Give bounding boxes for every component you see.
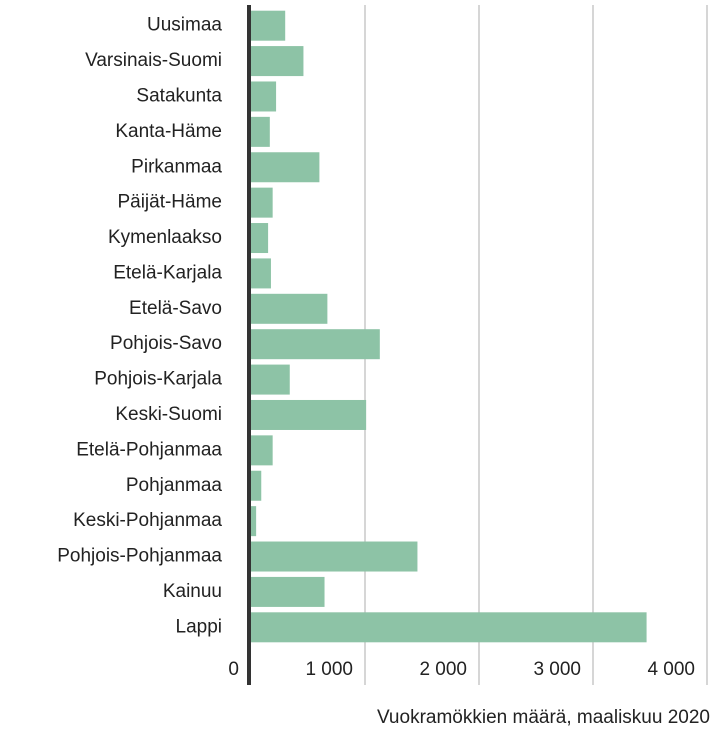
- y-tick-label: Keski-Pohjanmaa: [73, 510, 222, 531]
- y-tick-label: Etelä-Pohjanmaa: [76, 439, 222, 460]
- bar: [251, 116, 270, 147]
- bar: [251, 399, 367, 430]
- x-tick-label: 3 000: [533, 659, 581, 680]
- x-tick-label: 2 000: [419, 659, 467, 680]
- bar: [251, 258, 271, 289]
- y-tick-label: Etelä-Karjala: [113, 262, 222, 283]
- bar: [251, 81, 277, 112]
- x-tick-label: 4 000: [647, 659, 695, 680]
- y-tick-label: Kymenlaakso: [108, 227, 222, 248]
- bar: [251, 541, 418, 572]
- bar: [251, 223, 269, 254]
- y-tick-label: Pohjanmaa: [126, 475, 223, 496]
- y-tick-label: Pohjois-Savo: [110, 333, 222, 354]
- y-tick-label: Etelä-Savo: [129, 298, 222, 319]
- x-tick-label: 0: [228, 659, 239, 680]
- y-tick-label: Pohjois-Pohjanmaa: [57, 546, 222, 567]
- y-tick-label: Satakunta: [136, 85, 222, 106]
- x-axis-label: Vuokramökkien määrä, maaliskuu 2020: [377, 707, 710, 728]
- bar: [251, 612, 647, 643]
- bar: [251, 576, 325, 607]
- y-tick-label: Päijät-Häme: [117, 192, 222, 213]
- bar: [251, 364, 290, 395]
- y-tick-label: Lappi: [176, 616, 223, 637]
- y-tick-label: Uusimaa: [147, 15, 222, 36]
- bar: [251, 435, 273, 466]
- y-tick-label: Kainuu: [163, 581, 222, 602]
- y-tick-label: Varsinais-Suomi: [85, 50, 222, 71]
- bar: [251, 293, 328, 324]
- bar: [251, 10, 286, 41]
- y-tick-label: Pohjois-Karjala: [94, 369, 222, 390]
- y-tick-label: Kanta-Häme: [115, 121, 222, 142]
- bar: [251, 329, 380, 360]
- bar: [251, 506, 257, 537]
- bar: [251, 152, 320, 183]
- bar: [251, 46, 304, 77]
- y-tick-label: Keski-Suomi: [115, 404, 222, 425]
- bar: [251, 470, 262, 501]
- y-tick-label: Pirkanmaa: [131, 156, 222, 177]
- bar: [251, 187, 273, 218]
- x-tick-label: 1 000: [305, 659, 353, 680]
